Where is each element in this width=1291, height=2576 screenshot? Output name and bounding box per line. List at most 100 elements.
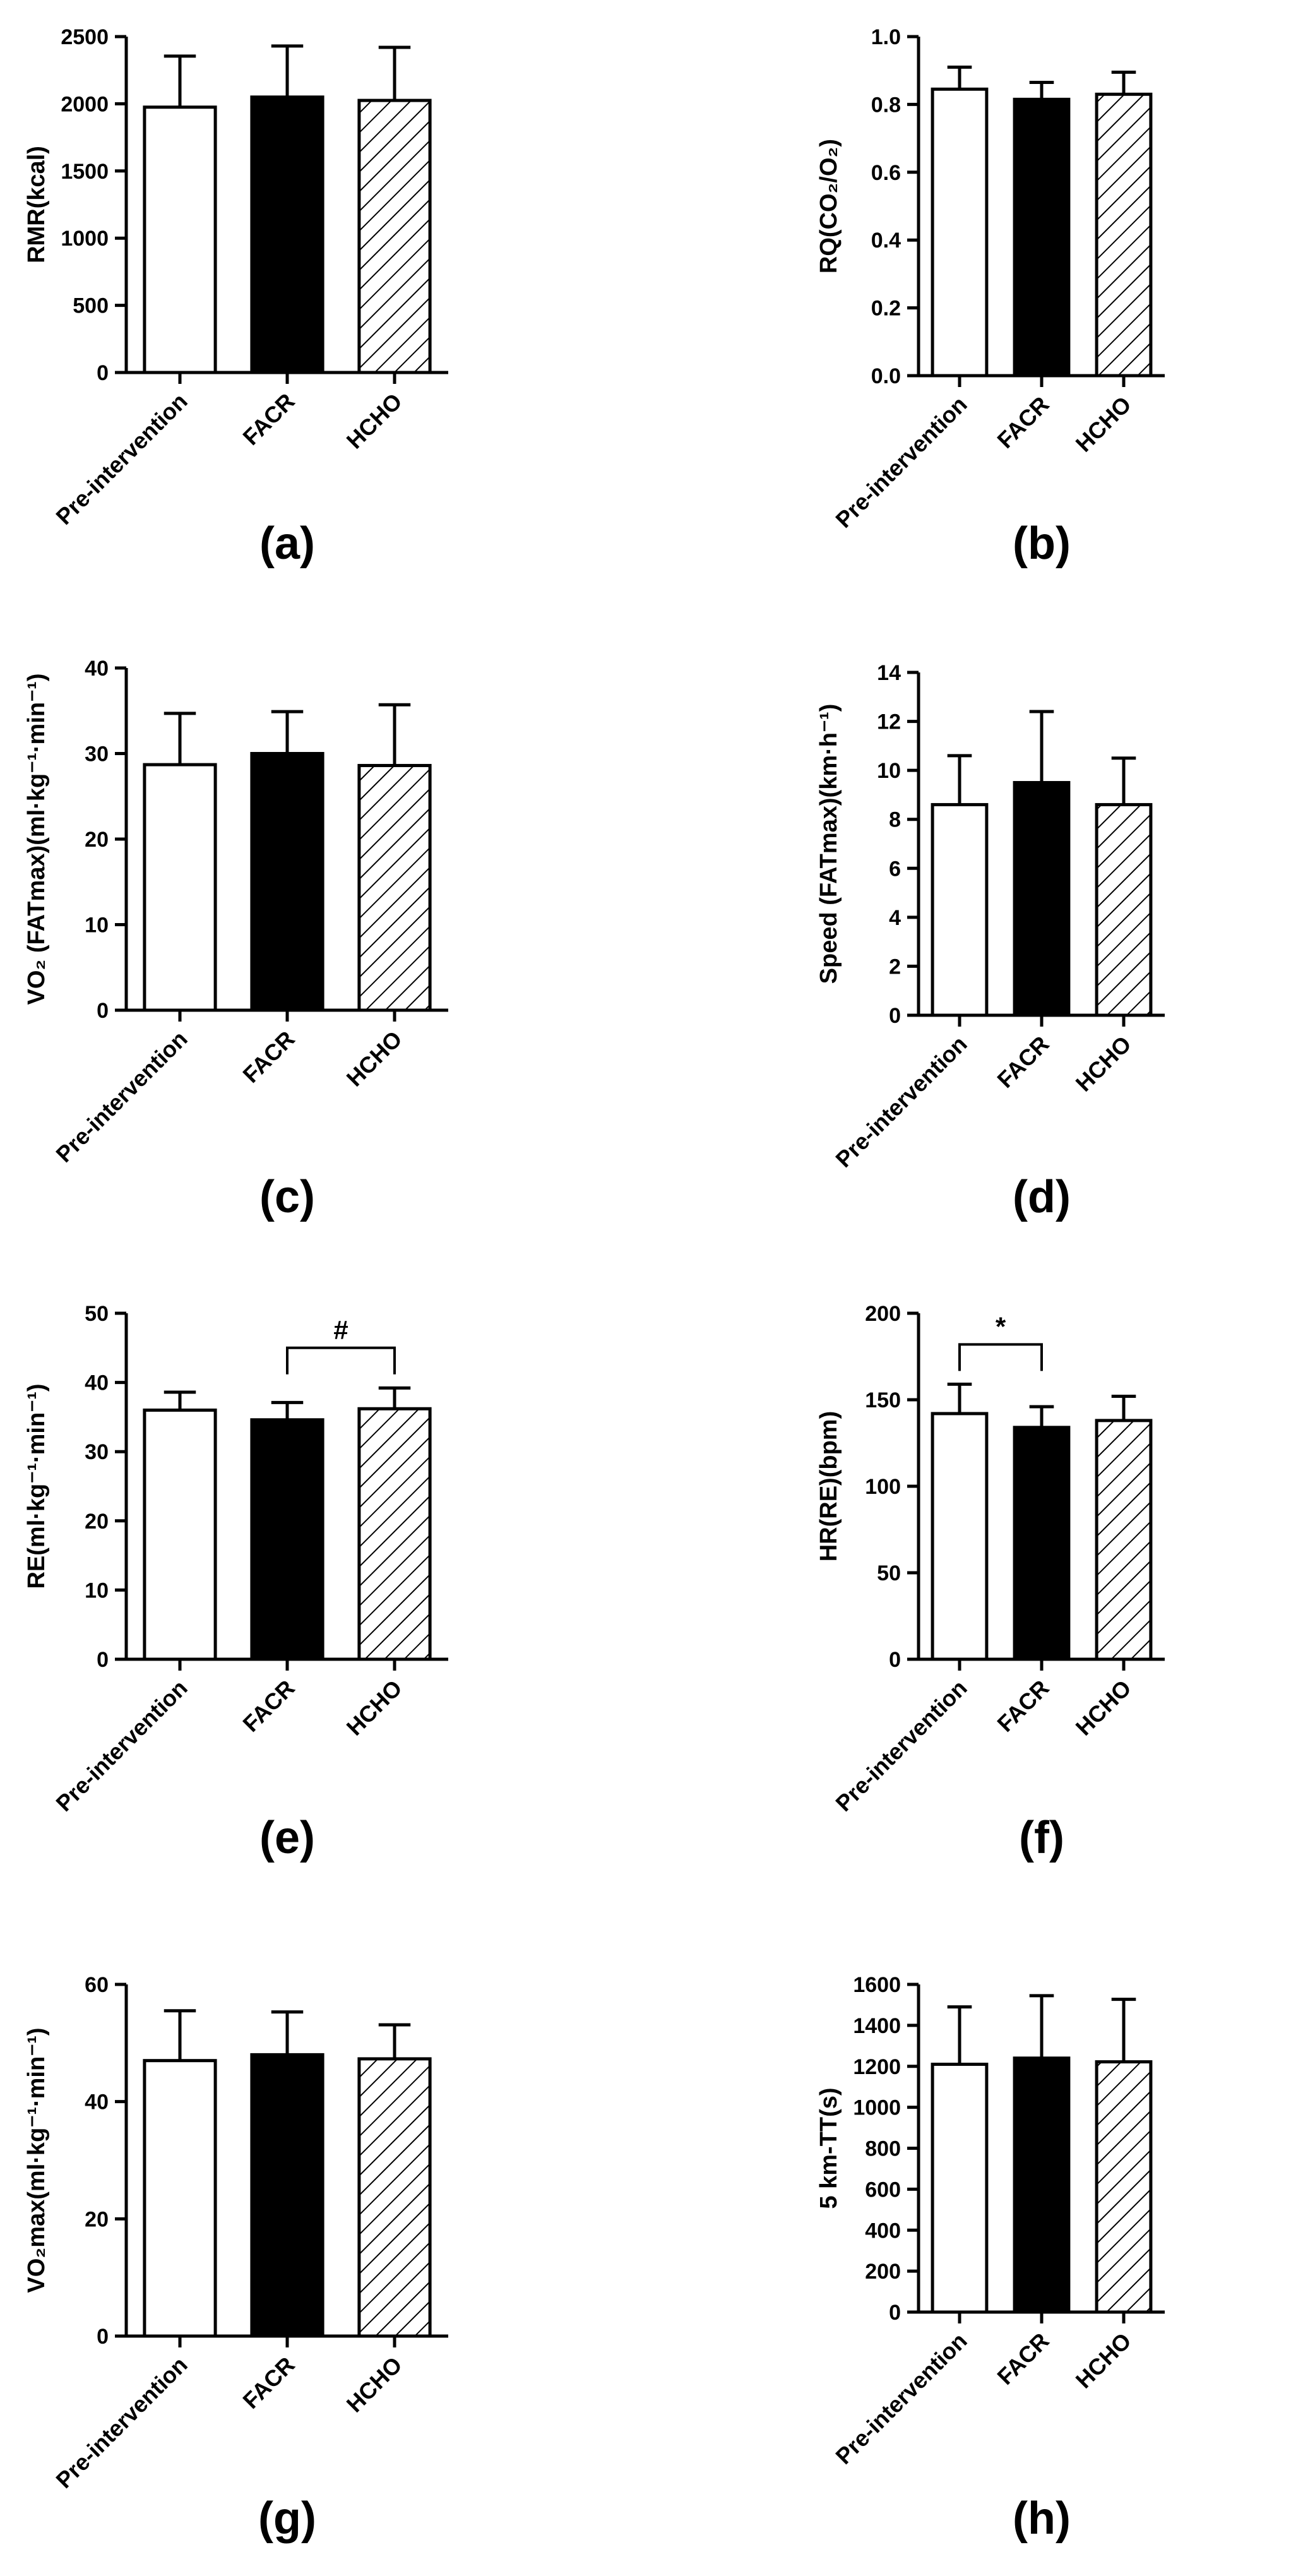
bar-pre-intervention bbox=[931, 87, 989, 378]
y-tick-label: 40 bbox=[85, 1371, 109, 1395]
y-tick-label: 0 bbox=[97, 2325, 109, 2349]
bar-facr bbox=[1013, 1426, 1071, 1661]
y-tick-label: 150 bbox=[865, 1388, 901, 1412]
y-tick-label: 50 bbox=[877, 1561, 901, 1585]
y-axis-title: 5 km-TT(s) bbox=[816, 2087, 842, 2209]
chart-g: 0 20 40 60 Pre-intervention FACR HCHO VO₂max(ml… bbox=[23, 1973, 448, 2544]
y-tick-label: 500 bbox=[73, 294, 109, 318]
y-tick-label: 2500 bbox=[61, 25, 109, 49]
x-tick-label: FACR bbox=[992, 1675, 1054, 1737]
bar-hcho bbox=[1095, 2060, 1153, 2314]
panel-label: (a) bbox=[259, 518, 315, 569]
bar-facr bbox=[250, 752, 324, 1012]
x-tick-label: Pre-intervention bbox=[830, 2328, 972, 2469]
panel-label: (g) bbox=[258, 2493, 316, 2544]
y-tick-label: 20 bbox=[85, 1510, 109, 1534]
x-tick-label: Pre-intervention bbox=[51, 388, 192, 530]
y-tick-label: 20 bbox=[85, 828, 109, 852]
chart-h: 0 200 400 600 800 1000 1200 1400 1600 Pre-interve… bbox=[816, 1973, 1165, 2544]
x-tick-label: FACR bbox=[992, 391, 1054, 453]
y-tick-label: 800 bbox=[865, 2137, 901, 2161]
x-tick-label: Pre-intervention bbox=[51, 1675, 192, 1816]
bar-hcho bbox=[1095, 802, 1153, 1017]
bar-pre-intervention bbox=[931, 2063, 989, 2314]
y-tick-label: 12 bbox=[877, 710, 901, 734]
chart-f: 0 50 100 150 200 Pre-intervention FACR HCHO HR(R… bbox=[816, 1302, 1165, 1863]
x-tick-label: FACR bbox=[237, 2352, 299, 2414]
x-tick-label: HCHO bbox=[1071, 1031, 1136, 1097]
significance-marker: * bbox=[996, 1311, 1006, 1341]
x-tick-label: HCHO bbox=[342, 1026, 407, 1092]
chart-e: 0 10 20 30 40 50 Pre-intervention FACR HCHO RE(ml… bbox=[23, 1302, 448, 1863]
y-tick-label: 1600 bbox=[853, 1973, 901, 1997]
panel-label: (b) bbox=[1013, 518, 1071, 569]
x-tick-label: Pre-intervention bbox=[830, 1031, 972, 1172]
bar-hcho bbox=[357, 763, 432, 1012]
bar-pre-intervention bbox=[143, 2059, 217, 2338]
y-tick-label: 1000 bbox=[61, 227, 109, 251]
x-tick-label: Pre-intervention bbox=[51, 2352, 192, 2493]
bar-facr bbox=[1013, 97, 1071, 378]
panel-label: (f) bbox=[1019, 1813, 1064, 1863]
y-tick-label: 1500 bbox=[61, 160, 109, 184]
y-tick-label: 10 bbox=[877, 759, 901, 783]
y-tick-label: 14 bbox=[877, 661, 901, 685]
y-axis-title: RMR(kcal) bbox=[23, 146, 50, 263]
y-tick-label: 0.0 bbox=[871, 364, 901, 388]
x-tick-label: HCHO bbox=[1071, 391, 1136, 457]
x-tick-label: FACR bbox=[237, 1675, 299, 1737]
x-tick-label: HCHO bbox=[1071, 2328, 1136, 2394]
y-tick-label: 0.4 bbox=[871, 229, 901, 253]
x-tick-label: HCHO bbox=[342, 1675, 407, 1741]
y-tick-label: 400 bbox=[865, 2219, 901, 2243]
x-tick-label: HCHO bbox=[342, 388, 407, 454]
y-tick-label: 10 bbox=[85, 1578, 109, 1602]
y-tick-label: 0 bbox=[889, 1004, 901, 1028]
bar-facr bbox=[250, 95, 324, 374]
y-tick-label: 0.6 bbox=[871, 161, 901, 185]
y-axis-title: RQ(CO₂/O₂) bbox=[816, 139, 842, 273]
y-tick-label: 6 bbox=[889, 857, 901, 881]
bar-hcho bbox=[357, 2057, 432, 2338]
y-axis-title: VO₂ (FATmax)(ml·kg⁻¹·min⁻¹) bbox=[23, 674, 50, 1005]
x-tick-label: Pre-intervention bbox=[51, 1026, 192, 1167]
x-tick-label: FACR bbox=[992, 2328, 1054, 2390]
chart-d: 0 2 4 6 8 10 12 14 Pre-intervention FACR HCHO Speed… bbox=[816, 661, 1165, 1222]
y-tick-label: 10 bbox=[85, 914, 109, 938]
bar-pre-intervention bbox=[143, 763, 217, 1012]
y-tick-label: 2000 bbox=[61, 92, 109, 116]
y-tick-label: 1400 bbox=[853, 2014, 901, 2038]
y-tick-label: 1200 bbox=[853, 2055, 901, 2079]
y-tick-label: 40 bbox=[85, 657, 109, 681]
bar-hcho bbox=[1095, 92, 1153, 378]
y-tick-label: 50 bbox=[85, 1302, 109, 1326]
y-tick-label: 600 bbox=[865, 2178, 901, 2202]
significance-bracket bbox=[286, 1346, 396, 1374]
panel-label: (h) bbox=[1013, 2493, 1071, 2544]
x-tick-label: Pre-intervention bbox=[830, 1675, 972, 1816]
bar-pre-intervention bbox=[143, 105, 217, 374]
y-tick-label: 2 bbox=[889, 955, 901, 979]
x-tick-label: HCHO bbox=[342, 2352, 407, 2418]
y-tick-label: 20 bbox=[85, 2207, 109, 2231]
y-tick-label: 0 bbox=[889, 1648, 901, 1672]
y-tick-label: 4 bbox=[889, 906, 901, 930]
y-tick-label: 8 bbox=[889, 808, 901, 832]
y-tick-label: 30 bbox=[85, 742, 109, 766]
bar-hcho bbox=[1095, 1419, 1153, 1661]
y-tick-label: 200 bbox=[865, 2260, 901, 2284]
chart-a: 0 500 1000 1500 2000 2500 Pre-intervention FACR… bbox=[23, 25, 448, 569]
panel-label: (e) bbox=[259, 1813, 315, 1863]
y-tick-label: 0.2 bbox=[871, 297, 901, 321]
chart-b: 0.0 0.2 0.4 0.6 0.8 1.0 Pre-intervention FACR HC… bbox=[816, 25, 1165, 569]
y-tick-label: 0 bbox=[889, 2301, 901, 2325]
y-tick-label: 1000 bbox=[853, 2096, 901, 2120]
y-tick-label: 0 bbox=[97, 1648, 109, 1672]
y-axis-title: RE(ml·kg⁻¹·min⁻¹) bbox=[23, 1383, 50, 1589]
bar-pre-intervention bbox=[931, 1412, 989, 1661]
y-tick-label: 0 bbox=[97, 999, 109, 1023]
x-tick-label: Pre-intervention bbox=[830, 391, 972, 533]
bar-hcho bbox=[357, 1407, 432, 1661]
x-tick-label: FACR bbox=[992, 1031, 1054, 1093]
